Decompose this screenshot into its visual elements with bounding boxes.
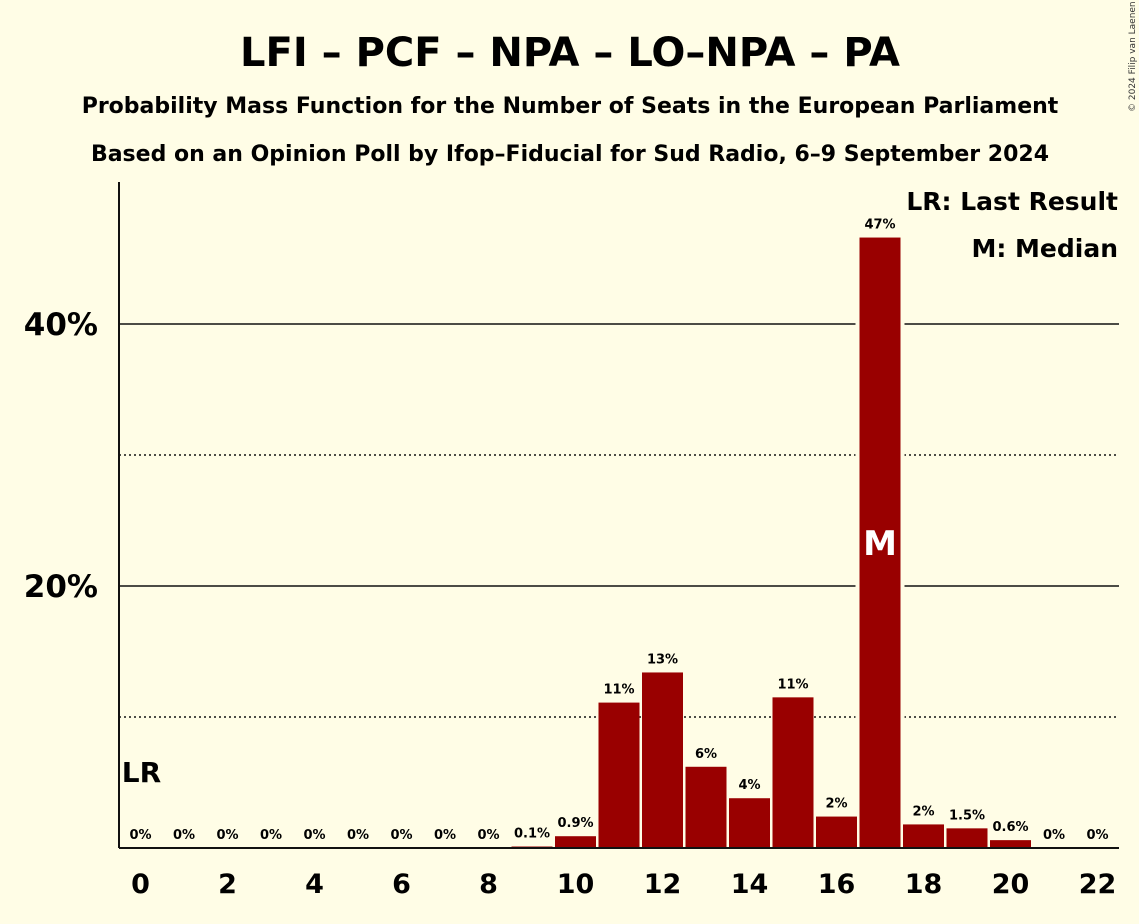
bars — [511, 237, 1031, 849]
bar-label-seat-11: 11% — [603, 683, 634, 698]
chart-subtitle-1: Probability Mass Function for the Number… — [82, 94, 1059, 119]
bar-label-seat-5: 0% — [347, 828, 369, 843]
chart-subtitle-2: Based on an Opinion Poll by Ifop–Fiducia… — [91, 142, 1049, 167]
bar-seat-19 — [946, 828, 988, 848]
bar-seat-13 — [685, 766, 727, 848]
bar-labels: 0% 0% 0% 0% 0% 0% 0% 0% 0% 0.1% 0.9% 11% 13% 6% 4% 11% 2… — [129, 209, 1109, 843]
bar-label-seat-13: 6% — [695, 747, 717, 762]
x-tick-label: 12 — [644, 869, 682, 900]
x-tick-label: 0 — [131, 869, 150, 900]
bar-label-seat-8: 0% — [477, 828, 499, 843]
bar-label-seat-17: 47% — [864, 218, 895, 233]
x-tick-label: 2 — [218, 869, 237, 900]
x-tick-label: 6 — [392, 869, 411, 900]
x-tick-label: 14 — [731, 869, 769, 900]
bar-seat-14 — [729, 798, 770, 848]
bar-label-seat-18: 2% — [912, 804, 934, 819]
bar-label-seat-14: 4% — [738, 778, 760, 793]
bar-seat-12 — [642, 672, 683, 848]
bar-seat-15 — [772, 697, 814, 848]
x-tick-label: 4 — [305, 869, 324, 900]
x-tick-labels: 0 2 4 6 8 10 12 14 16 18 20 22 — [131, 869, 1116, 900]
bar-label-seat-9: 0.1% — [514, 827, 550, 842]
bar-label-background — [856, 209, 904, 236]
bar-seat-18 — [903, 824, 944, 848]
y-tick-label: 20% — [24, 569, 98, 605]
bar-label-seat-10: 0.9% — [557, 816, 593, 831]
bar-label-seat-20: 0.6% — [992, 820, 1028, 835]
bar-label-seat-6: 0% — [390, 828, 412, 843]
x-tick-label: 18 — [905, 869, 943, 900]
last-result-marker: LR — [122, 756, 161, 789]
copyright-notice: © 2024 Filip van Laenen — [1128, 1, 1138, 112]
bar-seat-11 — [598, 702, 640, 848]
bar-seat-17 — [859, 237, 901, 849]
bar-seat-20 — [990, 840, 1031, 848]
y-tick-labels: 20% 40% — [24, 307, 98, 605]
x-tick-label: 10 — [557, 869, 595, 900]
x-tick-label: 20 — [992, 869, 1030, 900]
bar-label-seat-0: 0% — [129, 828, 151, 843]
legend-median: M: Median — [971, 234, 1118, 263]
bar-seat-16 — [816, 816, 857, 848]
bar-label-seat-21: 0% — [1043, 828, 1065, 843]
gridlines — [119, 322, 1119, 719]
bar-seat-10 — [555, 836, 596, 848]
x-tick-label: 22 — [1079, 869, 1117, 900]
bar-label-seat-3: 0% — [260, 828, 282, 843]
bar-label-seat-2: 0% — [216, 828, 238, 843]
legend-last-result: LR: Last Result — [906, 187, 1118, 216]
x-tick-label: 8 — [479, 869, 498, 900]
bar-label-seat-16: 2% — [825, 797, 847, 812]
bar-label-seat-1: 0% — [173, 828, 195, 843]
bar-label-seat-19: 1.5% — [949, 808, 985, 823]
median-marker: M — [863, 524, 897, 564]
bar-label-seat-7: 0% — [434, 828, 456, 843]
bar-label-seat-15: 11% — [777, 677, 808, 692]
bar-label-seat-22: 0% — [1086, 828, 1108, 843]
x-tick-label: 16 — [818, 869, 856, 900]
bar-label-seat-12: 13% — [647, 652, 678, 667]
y-tick-label: 40% — [24, 307, 98, 343]
bar-label-seat-4: 0% — [303, 828, 325, 843]
chart-title: LFI – PCF – NPA – LO–NPA – PA — [240, 30, 900, 76]
